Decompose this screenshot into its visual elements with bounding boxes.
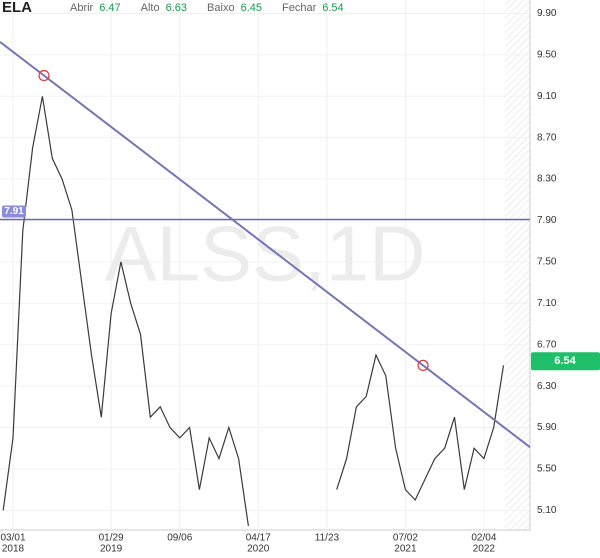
- x-tick-label: 04/17: [246, 533, 271, 544]
- y-tick-label: 6.30: [537, 381, 557, 392]
- x-year-label: 2018: [2, 544, 25, 555]
- hline-tag: [2, 205, 26, 218]
- y-tick-label: 7.10: [537, 298, 557, 309]
- hline-label: 7.91: [4, 206, 24, 217]
- field-value: 6.63: [166, 2, 187, 14]
- trendline-anchor: [38, 69, 50, 82]
- field-label: Baixo: [207, 2, 235, 14]
- watermark: ALSS,1D: [105, 210, 426, 298]
- y-tick-label: 8.70: [537, 132, 557, 143]
- x-tick-label: 02/04: [471, 533, 496, 544]
- field-value: 6.54: [322, 2, 343, 14]
- y-tick-label: 6.70: [537, 339, 557, 350]
- y-tick-label: 8.30: [537, 174, 557, 185]
- y-tick-label: 9.50: [537, 50, 557, 61]
- future-area: [505, 0, 530, 530]
- price-line: [2, 96, 505, 526]
- symbol: ELA: [2, 0, 32, 16]
- field-value: 6.47: [99, 2, 120, 14]
- x-tick-label: 03/01: [0, 533, 25, 544]
- x-year-label: 2020: [247, 544, 270, 555]
- field-label: Alto: [141, 2, 160, 14]
- field-label: Abrir: [70, 2, 94, 14]
- x-tick-label: 09/06: [167, 533, 192, 544]
- price-tag: [531, 352, 600, 371]
- trendline: [0, 41, 531, 448]
- price-tag-label: 6.54: [554, 355, 576, 367]
- y-tick-label: 5.90: [537, 422, 557, 433]
- x-tick-label: 07/02: [393, 533, 418, 544]
- x-tick-label: 01/29: [99, 533, 124, 544]
- field-label: Fechar: [282, 2, 317, 14]
- y-tick-label: 5.50: [537, 464, 557, 475]
- field-value: 6.45: [241, 2, 262, 14]
- x-year-label: 2019: [100, 544, 123, 555]
- y-tick-label: 7.90: [537, 215, 557, 226]
- y-tick-label: 9.90: [537, 8, 557, 19]
- y-tick-label: 5.10: [537, 505, 557, 516]
- x-year-label: 2021: [394, 544, 417, 555]
- y-tick-label: 7.50: [537, 257, 557, 268]
- x-tick-label: 11/23: [315, 533, 340, 544]
- x-year-label: 2022: [473, 544, 496, 555]
- trendline-anchor: [417, 359, 429, 372]
- y-tick-label: 9.10: [537, 91, 557, 102]
